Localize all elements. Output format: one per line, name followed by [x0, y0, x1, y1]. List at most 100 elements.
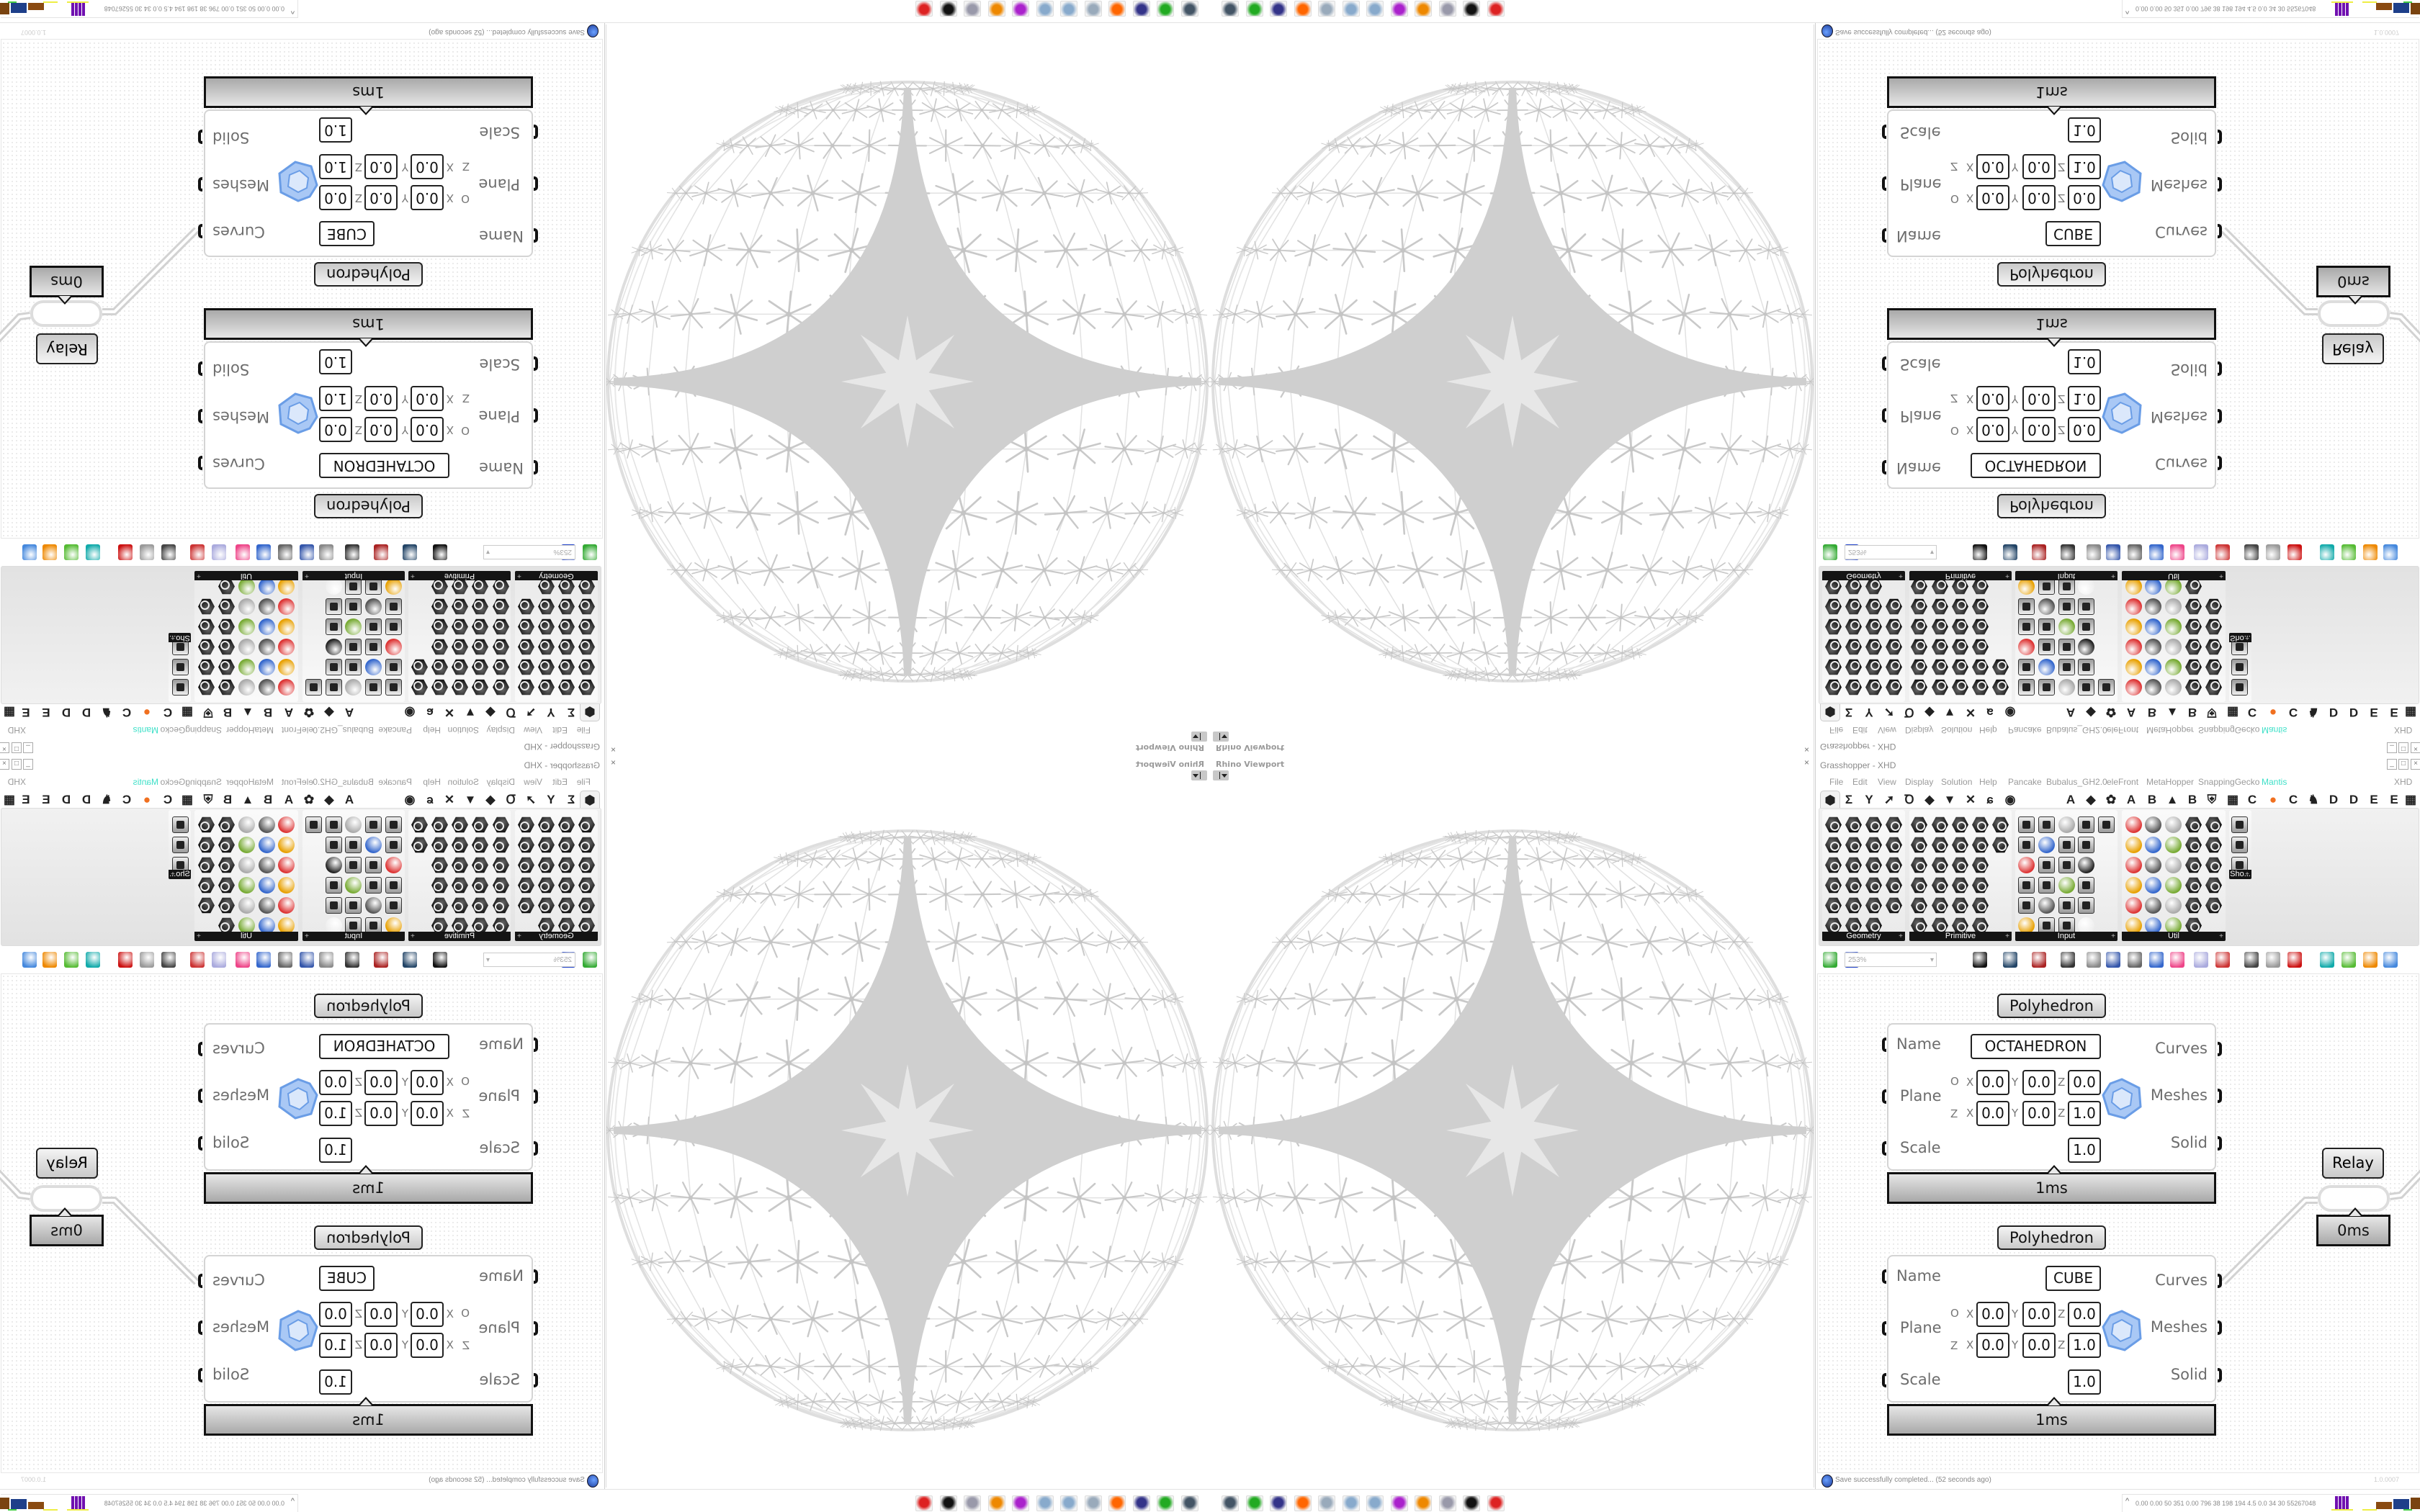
preview-eye-icon[interactable] — [2003, 952, 2017, 968]
component-title[interactable]: Polyhedron — [314, 1225, 423, 1250]
taskbar-paint-icon[interactable] — [1060, 1, 1077, 17]
component-icon[interactable] — [1952, 917, 1968, 934]
component-icon[interactable] — [1932, 897, 1948, 914]
component-icon[interactable] — [2018, 816, 2035, 833]
component-icon[interactable] — [2058, 837, 2075, 853]
zoom-extents-icon[interactable] — [1973, 952, 1987, 968]
rhino-viewport[interactable]: Rhino Viewport × — [1210, 24, 1814, 756]
menu-snappinggecko[interactable]: SnappingGecko — [2198, 777, 2260, 787]
output-port-0[interactable] — [2218, 1274, 2222, 1288]
plane-origin-x-box[interactable]: 0.0 — [1976, 417, 2009, 442]
scale-value-box[interactable]: 1.0 — [2068, 117, 2101, 143]
output-port-2[interactable] — [2218, 1368, 2222, 1382]
name-value-box[interactable]: CUBE — [319, 221, 375, 246]
tab-19[interactable]: C — [2247, 793, 2257, 806]
ribbon-panel-label[interactable]: Geometry — [1822, 932, 1905, 941]
taskbar-rhino-icon[interactable] — [940, 1495, 957, 1511]
bulb-icon[interactable] — [2194, 952, 2208, 968]
relay-title[interactable]: Relay — [2322, 1148, 2384, 1179]
taskbar-paint-icon[interactable] — [1343, 1, 1360, 17]
sketch-pen-icon[interactable] — [2032, 952, 2046, 968]
component-title[interactable]: Polyhedron — [314, 494, 423, 518]
component-icon[interactable] — [2058, 816, 2075, 833]
relay-component[interactable] — [2318, 1185, 2390, 1212]
taskbar-paint-icon[interactable] — [1343, 1495, 1360, 1511]
output-port-2[interactable] — [198, 130, 205, 144]
input-port-2[interactable] — [531, 356, 538, 371]
taskbar-terminal-icon[interactable] — [1246, 1495, 1263, 1511]
plane-origin-z-box[interactable]: 0.0 — [319, 417, 352, 442]
plane-origin-z-box[interactable]: 0.0 — [319, 185, 352, 210]
menu-metahopper[interactable]: MetaHopper — [2146, 777, 2195, 787]
component-icon[interactable] — [1932, 837, 1948, 853]
output-port-2[interactable] — [198, 1136, 205, 1151]
output-port-2[interactable] — [198, 361, 205, 376]
component-title[interactable]: Polyhedron — [1997, 262, 2106, 287]
component-icon[interactable] — [1825, 877, 1842, 894]
component-icon[interactable] — [1865, 897, 1882, 914]
taskbar-firefox-icon[interactable] — [1294, 1, 1312, 17]
component-icon[interactable] — [2185, 897, 2202, 914]
component-icon[interactable] — [2145, 877, 2161, 894]
tab-12[interactable]: ✿ — [2105, 793, 2117, 806]
taskbar-blender-icon[interactable] — [988, 1495, 1005, 1511]
taskbar-disk-64-icon[interactable] — [1133, 1, 1150, 17]
relay-title[interactable]: Relay — [36, 1148, 98, 1179]
taskbar-red-app-icon[interactable] — [915, 1495, 933, 1511]
rhino-viewport[interactable]: Rhino Viewport × — [1210, 756, 1814, 1488]
name-value-box[interactable]: OCTAHEDRON — [319, 453, 449, 478]
plane-origin-z-box[interactable]: 0.0 — [2068, 417, 2101, 442]
input-port-0[interactable] — [531, 1269, 538, 1284]
taskbar-paint-2-icon[interactable] — [1036, 1495, 1054, 1511]
input-port-2[interactable] — [1882, 356, 1889, 371]
tab-14[interactable]: B — [2147, 793, 2157, 806]
component-icon[interactable] — [2165, 837, 2182, 853]
component-icon[interactable] — [1911, 877, 1927, 894]
plane-origin-z-box[interactable]: 0.0 — [319, 1302, 352, 1327]
document-label[interactable]: XHD — [2394, 777, 2413, 787]
package-icon[interactable] — [2170, 952, 2184, 968]
tab-23[interactable]: D — [2329, 793, 2339, 806]
component-icon[interactable] — [2205, 877, 2222, 894]
plane-origin-z-box[interactable]: 0.0 — [2068, 185, 2101, 210]
taskbar-terminal-icon[interactable] — [1157, 1, 1174, 17]
taskbar-discord-like-icon[interactable] — [1391, 1, 1408, 17]
taskbar-rhino-icon[interactable] — [940, 1, 957, 17]
plane-origin-x-box[interactable]: 0.0 — [1976, 1302, 2009, 1327]
polyhedron-component[interactable]: Name Plane Scale Curves Meshes Solid CUBE O Z X 0.… — [1887, 109, 2216, 257]
menu-solution[interactable]: Solution — [1941, 777, 1973, 787]
plane-zaxis-y-box[interactable]: 0.0 — [364, 1101, 398, 1126]
component-icon[interactable] — [1932, 877, 1948, 894]
component-icon[interactable] — [2078, 816, 2094, 833]
taskbar-red-app-icon[interactable] — [1487, 1, 1505, 17]
input-port-1[interactable] — [531, 408, 538, 423]
tab-13[interactable]: A — [2126, 793, 2136, 806]
component-icon[interactable] — [1865, 857, 1882, 873]
input-port-0[interactable] — [531, 228, 538, 243]
input-port-2[interactable] — [531, 1141, 538, 1156]
menu-view[interactable]: View — [1878, 777, 1896, 787]
taskbar-discord-like-icon[interactable] — [1012, 1, 1029, 17]
component-icon[interactable] — [2125, 877, 2142, 894]
component-icon[interactable] — [1825, 837, 1842, 853]
plane-origin-y-box[interactable]: 0.0 — [2022, 417, 2056, 442]
taskbar-firefox-icon[interactable] — [1108, 1, 1126, 17]
tab-18[interactable]: ▦ — [2226, 793, 2239, 806]
polyhedron-component[interactable]: Name Plane Scale Curves Meshes Solid CUBE O Z X 0.… — [1882, 1255, 2222, 1403]
taskbar-firefox-icon[interactable] — [1108, 1495, 1126, 1511]
component-icon[interactable] — [2205, 857, 2222, 873]
plane-origin-x-box[interactable]: 0.0 — [411, 185, 444, 210]
input-port-2[interactable] — [1882, 125, 1889, 139]
component-icon[interactable] — [1825, 917, 1842, 934]
component-icon[interactable] — [2165, 816, 2182, 833]
component-icon[interactable] — [2231, 816, 2248, 833]
tab-17[interactable]: ⛨ — [2207, 793, 2217, 806]
scale-value-box[interactable]: 1.0 — [319, 1138, 352, 1163]
taskbar-remote-desktop-icon[interactable] — [1222, 1495, 1239, 1511]
plane-origin-y-box[interactable]: 0.0 — [364, 1302, 398, 1327]
component-icon[interactable] — [2165, 917, 2182, 934]
taskbar-file-manager-icon[interactable] — [964, 1495, 981, 1511]
preview-shaded-icon[interactable] — [2244, 952, 2259, 968]
plane-zaxis-x-box[interactable]: 0.0 — [411, 1333, 444, 1358]
render-green-icon[interactable] — [2341, 952, 2356, 968]
